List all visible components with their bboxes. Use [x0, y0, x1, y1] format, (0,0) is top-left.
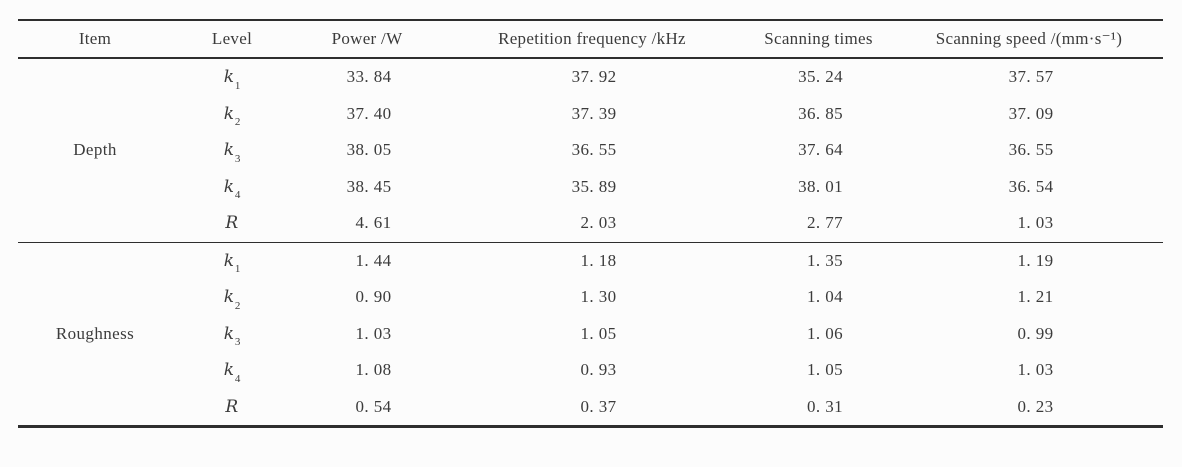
header-scanning-times: Scanning times	[742, 20, 895, 59]
group-roughness: Roughness k1 1. 44 1. 18 1. 35 1. 19 k2 …	[18, 241, 1163, 427]
item-label-depth: Depth	[73, 140, 117, 160]
frequency-value: 1. 18	[442, 241, 742, 279]
table-header-row: Item Level Power /W Repetition frequency…	[18, 20, 1163, 59]
frequency-value: 2. 03	[580, 213, 617, 233]
speed-value: 1. 21	[1017, 287, 1054, 307]
level-cell: k2	[172, 96, 292, 133]
times-value: 1. 35	[742, 241, 895, 279]
speed-value: 1. 03	[1017, 360, 1054, 380]
times-value: 1. 04	[807, 287, 843, 307]
level-label: k4	[223, 360, 241, 385]
table-row: k3 1. 03 1. 05 1. 06 0. 99	[18, 316, 1163, 353]
times-value: 38. 01	[798, 176, 843, 196]
level-cell: k4	[172, 169, 292, 206]
level-label: k2	[223, 287, 241, 312]
level-label: R	[225, 396, 239, 417]
speed-value: 1. 03	[1017, 213, 1054, 233]
level-label: k1	[223, 67, 241, 92]
power-value: 0. 54	[355, 396, 392, 416]
table-row: k2 37. 40 37. 39 36. 85 37. 09	[18, 96, 1163, 133]
level-cell: k4	[172, 352, 292, 389]
times-value: 1. 06	[807, 323, 843, 343]
speed-value: 0. 99	[1017, 323, 1054, 343]
level-label: k3	[223, 323, 241, 349]
table-row: k4 38. 45 35. 89 38. 01 36. 54	[18, 169, 1163, 206]
table-row: k4 1. 08 0. 93 1. 05 1. 03	[18, 352, 1163, 389]
header-scanning-speed: Scanning speed /(mm·s⁻¹)	[895, 20, 1163, 59]
group-depth: Depth k1 33. 84 37. 92 35. 24 37. 57 k2 …	[18, 58, 1163, 242]
frequency-value: 1. 30	[580, 287, 617, 307]
power-value: 1. 44	[292, 241, 442, 279]
speed-value: 36. 54	[1008, 176, 1054, 196]
level-cell: k3	[172, 132, 292, 169]
times-value: 2. 77	[807, 213, 843, 233]
times-value: 37. 64	[798, 140, 843, 160]
power-value: 33. 84	[346, 67, 392, 87]
frequency-value: 0. 93	[580, 360, 617, 380]
power-value: 1. 08	[355, 360, 392, 380]
level-cell: k1	[172, 241, 292, 279]
header-level: Level	[172, 20, 292, 59]
level-label: k4	[223, 176, 241, 202]
speed-value: 37. 09	[1008, 103, 1054, 123]
times-value: 0. 31	[807, 396, 843, 416]
frequency-value: 37. 92	[571, 67, 617, 87]
orthogonal-analysis-table: Item Level Power /W Repetition frequency…	[18, 19, 1163, 428]
times-value: 35. 24	[798, 67, 843, 87]
frequency-value: 1. 05	[580, 323, 617, 343]
level-label: k2	[223, 103, 241, 129]
frequency-value: 37. 39	[571, 103, 617, 123]
table-row: Roughness k1 1. 44 1. 18 1. 35 1. 19	[18, 241, 1163, 427]
power-value: 0. 90	[355, 287, 392, 307]
header-repetition-frequency: Repetition frequency /kHz	[442, 20, 742, 59]
level-cell: R	[172, 205, 292, 242]
speed-value: 0. 23	[1017, 396, 1054, 416]
header-item: Item	[18, 20, 172, 59]
table-row: k2 0. 90 1. 30 1. 04 1. 21	[18, 279, 1163, 316]
speed-value: 37. 57	[1008, 67, 1054, 87]
table-row: R 4. 61 2. 03 2. 77 1. 03	[18, 205, 1163, 242]
power-value: 1. 03	[355, 323, 392, 343]
table-row: R 0. 54 0. 37 0. 31 0. 23	[18, 389, 1163, 427]
frequency-value: 35. 89	[571, 176, 617, 196]
power-value: 38. 45	[346, 176, 392, 196]
speed-value: 1. 19	[895, 241, 1163, 279]
power-value: 4. 61	[355, 213, 392, 233]
frequency-value: 0. 37	[580, 396, 617, 416]
table-row: k3 38. 05 36. 55 37. 64 36. 55	[18, 132, 1163, 169]
times-value: 1. 05	[807, 360, 843, 380]
power-value: 37. 40	[346, 103, 392, 123]
level-label: R	[225, 213, 239, 234]
level-cell: R	[172, 389, 292, 427]
level-cell: k3	[172, 316, 292, 353]
speed-value: 36. 55	[1008, 140, 1054, 160]
level-label: k3	[223, 140, 241, 165]
header-power: Power /W	[292, 20, 442, 59]
times-value: 36. 85	[798, 103, 843, 123]
level-label: k1	[223, 250, 241, 276]
power-value: 38. 05	[346, 140, 392, 160]
item-label-roughness: Roughness	[18, 241, 172, 427]
level-cell: k2	[172, 279, 292, 316]
level-cell: k1	[172, 58, 292, 96]
frequency-value: 36. 55	[571, 140, 617, 160]
table-row: Depth k1 33. 84 37. 92 35. 24 37. 57	[18, 58, 1163, 159]
